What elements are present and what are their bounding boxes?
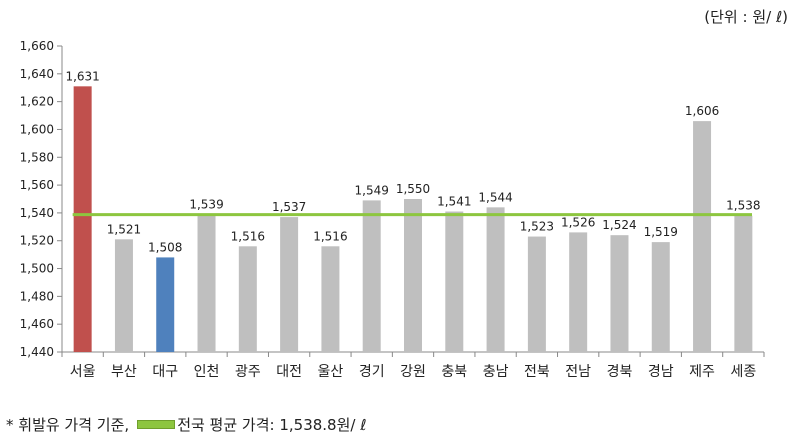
x-tick-label: 경북 [607,364,633,380]
x-tick-label: 충북 [441,364,467,380]
y-tick-label: 1,480 [20,289,54,303]
average-line-legend-label: 전국 평균 가격: 1,538.8원/ ℓ [177,416,367,434]
bar-value-label: 1,606 [685,104,719,118]
y-tick-label: 1,540 [20,206,54,220]
bar-value-label: 1,523 [520,220,554,234]
x-tick-label: 인천 [194,364,220,380]
bar-전남 [569,232,588,352]
bar-서울 [73,86,92,352]
bar-chart: 1,440 1,460 1,480 1,500 1,520 1,540 1,560 1,580… [20,39,765,380]
y-tick-label: 1,500 [20,262,54,276]
bar-value-label: 1,549 [355,183,389,197]
x-tick-label: 제주 [689,364,715,380]
x-tick-label: 전북 [524,364,550,380]
bar-강원 [404,199,422,352]
x-tick-label: 전남 [565,364,591,380]
y-tick-label: 1,560 [20,178,54,192]
y-tick-label: 1,440 [20,345,54,359]
bar-value-label: 1,544 [478,190,512,204]
bar-충북 [445,211,464,352]
x-tick-label: 서울 [70,364,96,380]
footnote-note: * 휘발유 가격 기준, [6,416,130,434]
bar-울산 [321,246,340,352]
x-tick-label: 경기 [359,364,385,380]
x-tick-label: 광주 [235,364,261,380]
y-tick-label: 1,580 [20,150,54,164]
bar-대전 [280,217,299,352]
y-tick-label: 1,640 [20,67,54,81]
bar-value-label: 1,539 [189,197,223,211]
y-tick-label: 1,600 [20,122,54,136]
unit-label: (단위 : 원/ ℓ) [704,8,788,26]
bar-value-label: 1,550 [396,182,430,196]
x-tick-label: 세종 [730,364,756,380]
bar-광주 [238,246,257,352]
bar-value-label: 1,537 [272,200,306,214]
bar-value-label: 1,526 [561,215,595,229]
x-tick-label: 대구 [152,364,178,380]
x-tick-label: 울산 [318,364,344,380]
y-tick-label: 1,520 [20,234,54,248]
x-tick-label: 경남 [648,364,674,380]
bar-전북 [527,236,546,352]
bar-value-label: 1,631 [65,69,99,83]
y-tick-label: 1,620 [20,95,54,109]
bar-value-label: 1,516 [231,229,265,243]
bar-대구 [156,257,175,352]
bar-경북 [610,235,629,352]
bar-경기 [362,200,381,352]
bar-제주 [693,121,712,352]
bar-세종 [734,215,753,352]
x-tick-label: 대전 [276,364,302,380]
x-tick-label: 강원 [400,364,426,380]
y-tick-label: 1,460 [20,317,54,331]
bar-인천 [197,214,216,352]
bar-value-label: 1,519 [644,225,678,239]
x-tick-label: 충남 [483,364,509,380]
footnote: * 휘발유 가격 기준, 전국 평균 가격: 1,538.8원/ ℓ [6,414,366,435]
bar-부산 [114,239,133,352]
x-tick-label: 부산 [111,364,137,380]
bar-충남 [486,207,505,352]
bar-value-label: 1,538 [726,199,760,213]
bar-value-label: 1,516 [313,229,347,243]
bar-value-label: 1,541 [437,195,471,209]
bar-value-label: 1,524 [602,218,636,232]
bar-value-label: 1,521 [107,222,141,236]
average-line-legend-swatch [137,420,176,429]
bar-value-label: 1,508 [148,240,182,254]
y-tick-label: 1,660 [20,39,54,53]
bar-경남 [651,242,670,352]
